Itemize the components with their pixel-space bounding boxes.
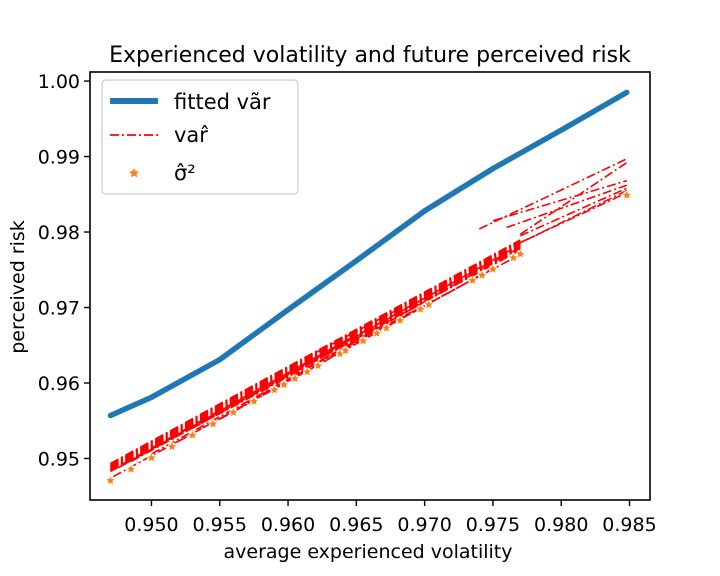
sample-var-line: [110, 241, 521, 466]
sigma-marker: [147, 453, 156, 462]
y-axis-label: perceived risk: [7, 220, 29, 354]
sigma-marker: [249, 397, 258, 405]
legend-label-sample-var: var̂: [174, 123, 209, 147]
sigma-marker: [167, 442, 176, 451]
sigma-marker: [516, 249, 525, 258]
sigma-marker: [382, 323, 391, 332]
sample-var-line: [526, 189, 628, 241]
x-tick-label: 0.980: [534, 514, 588, 536]
sigma-marker: [468, 276, 477, 284]
sample-var-line: [112, 380, 289, 478]
sigma-marker: [303, 367, 312, 376]
sample-var-line: [519, 161, 628, 235]
y-axis: 0.95 0.96 0.97 0.98 0.99 1.00: [38, 71, 90, 470]
sigma-marker: [341, 346, 350, 355]
sample-var-line: [110, 243, 521, 468]
sigma-marker: [106, 476, 115, 484]
legend-label-fitted: fitted vãr: [174, 90, 271, 114]
x-axis: 0.950 0.955 0.960 0.965 0.970 0.975 0.980 0.985: [124, 500, 657, 536]
sigma-markers: [106, 190, 631, 485]
y-tick-label: 0.99: [38, 147, 80, 169]
sample-var-line: [519, 187, 628, 237]
sigma-marker: [488, 265, 497, 273]
sigma-marker: [372, 329, 381, 337]
sigma-marker: [188, 431, 197, 439]
x-tick-label: 0.955: [193, 514, 247, 536]
y-tick-label: 0.97: [38, 298, 80, 320]
sample-var-bundle: [110, 158, 628, 478]
legend-frame: [101, 79, 299, 195]
sigma-marker: [416, 305, 425, 313]
x-tick-label: 0.970: [397, 514, 451, 536]
sigma-marker: [279, 380, 288, 389]
sample-var-line: [110, 242, 521, 467]
x-tick-label: 0.975: [466, 514, 520, 536]
fitted-series: [107, 89, 630, 419]
sample-var-line: [110, 239, 521, 465]
plot-frame: [89, 71, 651, 501]
sample-var-line: [110, 244, 521, 469]
sigma-marker: [478, 271, 486, 279]
sample-var-line: [492, 179, 628, 222]
sigma-marker: [622, 191, 631, 199]
sigma-marker: [290, 374, 299, 383]
fitted-line: [107, 89, 630, 419]
legend-label-sigma: σ̂²: [174, 161, 196, 185]
sigma-marker: [424, 300, 433, 309]
sigma-marker: [270, 385, 279, 394]
sample-var-line: [151, 311, 412, 455]
sample-var-line: [110, 245, 521, 469]
sigma-marker: [208, 419, 217, 428]
legend-swatch-sigma: [129, 168, 139, 178]
sigma-marker: [359, 336, 368, 345]
y-tick-label: 0.98: [38, 222, 80, 244]
sigma-marker: [335, 349, 344, 358]
x-tick-label: 0.965: [329, 514, 383, 536]
x-tick-label: 0.960: [261, 514, 315, 536]
sample-var-line: [506, 184, 628, 229]
sample-var-line: [519, 192, 628, 244]
chart-title: Experienced volatility and future percei…: [109, 43, 631, 68]
sigma-marker: [396, 316, 405, 324]
x-tick-label: 0.985: [602, 514, 656, 536]
sigma-marker: [509, 253, 518, 262]
legend: fitted vãr var̂ σ̂²: [101, 79, 299, 195]
sample-var-line: [478, 158, 628, 230]
sigma-marker: [229, 408, 238, 417]
y-tick-label: 0.96: [38, 373, 80, 395]
sigma-marker: [314, 361, 323, 370]
x-axis-label: average experienced volatility: [224, 541, 513, 563]
y-tick-label: 0.95: [38, 448, 80, 470]
sample-var-line: [110, 243, 521, 468]
sigma-marker: [126, 465, 135, 473]
y-tick-label: 1.00: [38, 71, 80, 93]
x-tick-label: 0.950: [124, 514, 178, 536]
